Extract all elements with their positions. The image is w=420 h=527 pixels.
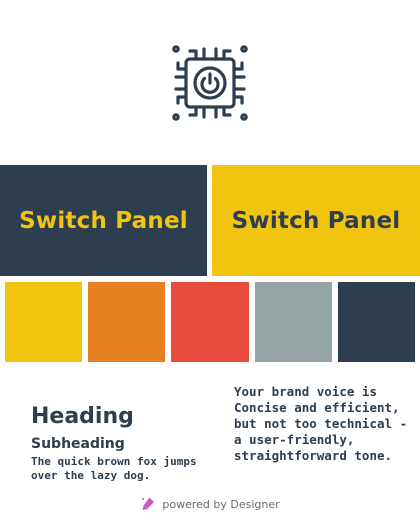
color-swatch-gray <box>255 282 332 362</box>
heading-sample: Heading <box>31 404 134 429</box>
brand-name-banner-light: Switch Panel <box>212 165 420 276</box>
color-swatch-red <box>171 282 249 362</box>
powered-by-footer[interactable]: powered by Designer <box>0 494 420 514</box>
body-sample: The quick brown fox jumps over the lazy … <box>31 455 197 482</box>
brand-voice: Your brand voice is Concise and efficien… <box>234 384 414 464</box>
color-swatch-yellow <box>5 282 82 362</box>
powered-by-label: powered by Designer <box>162 497 280 511</box>
designer-logo-icon <box>142 497 155 510</box>
color-swatch-orange <box>88 282 165 362</box>
logo-area <box>0 0 420 165</box>
color-swatch-navy <box>338 282 415 362</box>
subheading-sample: Subheading <box>31 436 125 452</box>
brand-voice-intro: Your brand voice is <box>234 384 377 399</box>
circuit-power-icon <box>172 44 248 121</box>
typography-sample: Heading Subheading The quick brown fox j… <box>31 404 201 483</box>
brand-name: Switch Panel <box>19 207 188 234</box>
brand-name: Switch Panel <box>231 207 401 234</box>
brand-name-banner-dark: Switch Panel <box>0 165 207 276</box>
brand-voice-description: Concise and efficient, but not too techn… <box>234 400 408 463</box>
